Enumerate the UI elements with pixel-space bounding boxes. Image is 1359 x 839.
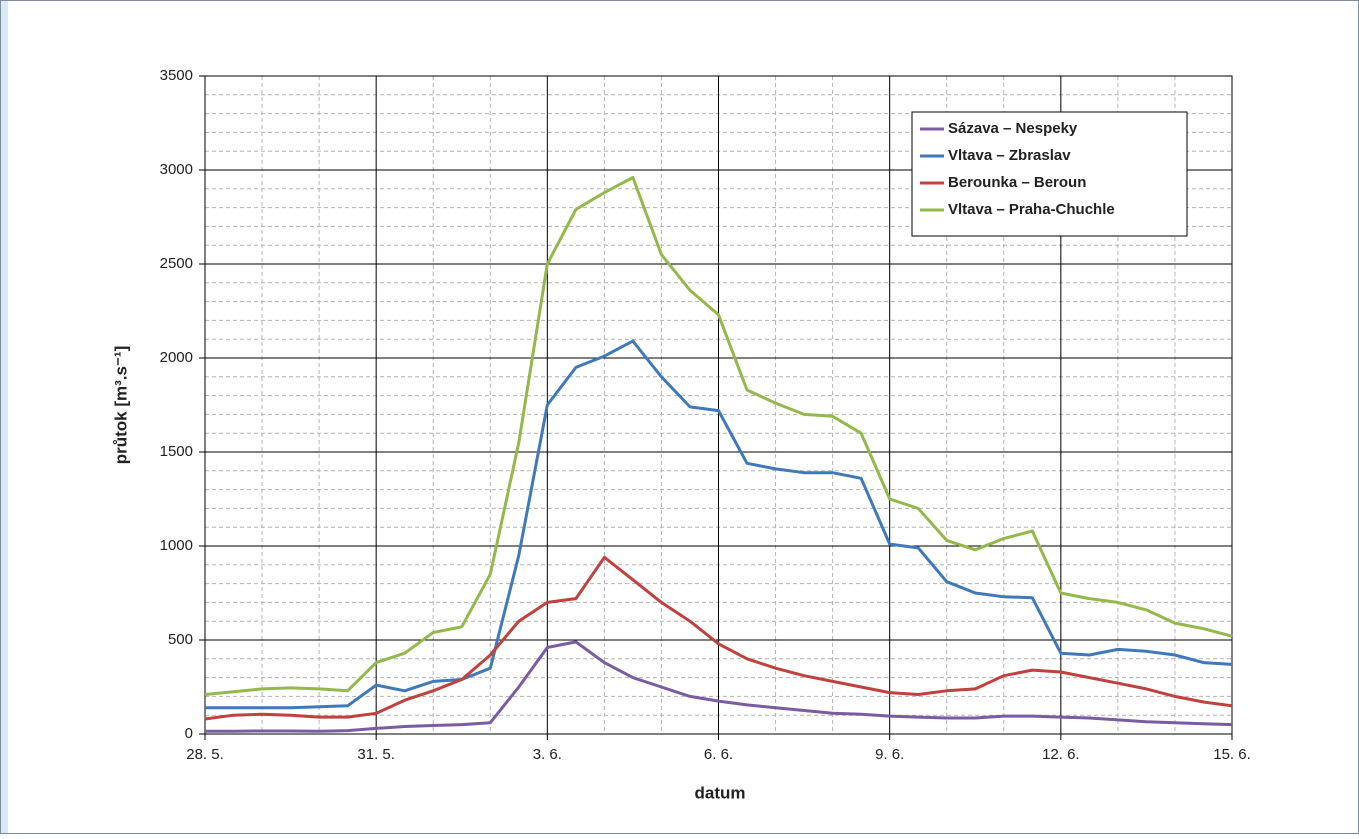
plot-border	[204, 75, 1233, 735]
x-tick-label: 12. 6.	[1042, 746, 1080, 763]
x-tick-label: 3. 6.	[533, 746, 562, 763]
x-tick-label: 15. 6.	[1213, 746, 1251, 763]
legend-label: Vltava – Zbraslav	[948, 147, 1071, 164]
y-tick-label: 2500	[160, 255, 193, 272]
series-line	[205, 339, 1233, 710]
y-tick-label: 500	[168, 631, 193, 648]
y-tick-label: 3500	[160, 67, 193, 84]
x-tick-label: 9. 6.	[875, 746, 904, 763]
side-strip	[1, 1, 8, 833]
x-tick-label: 28. 5.	[186, 746, 224, 763]
legend-label: Berounka – Beroun	[948, 174, 1086, 191]
legend-label: Vltava – Praha-Chuchle	[948, 201, 1115, 218]
legend-box	[911, 111, 1188, 237]
y-axis-title: průtok [m³.s⁻¹]	[111, 346, 130, 465]
x-axis-title: datum	[695, 783, 746, 802]
x-tick-label: 31. 5.	[357, 746, 395, 763]
series-line	[204, 176, 1233, 696]
y-tick-label: 1000	[160, 537, 193, 554]
y-tick-label: 0	[185, 725, 193, 742]
y-tick-label: 3000	[160, 161, 193, 178]
x-tick-label: 6. 6.	[704, 746, 733, 763]
series-line	[205, 640, 1233, 733]
series-line	[204, 555, 1233, 721]
legend-label: Sázava – Nespeky	[948, 120, 1078, 137]
y-tick-label: 1500	[160, 443, 193, 460]
y-tick-label: 2000	[160, 349, 193, 366]
